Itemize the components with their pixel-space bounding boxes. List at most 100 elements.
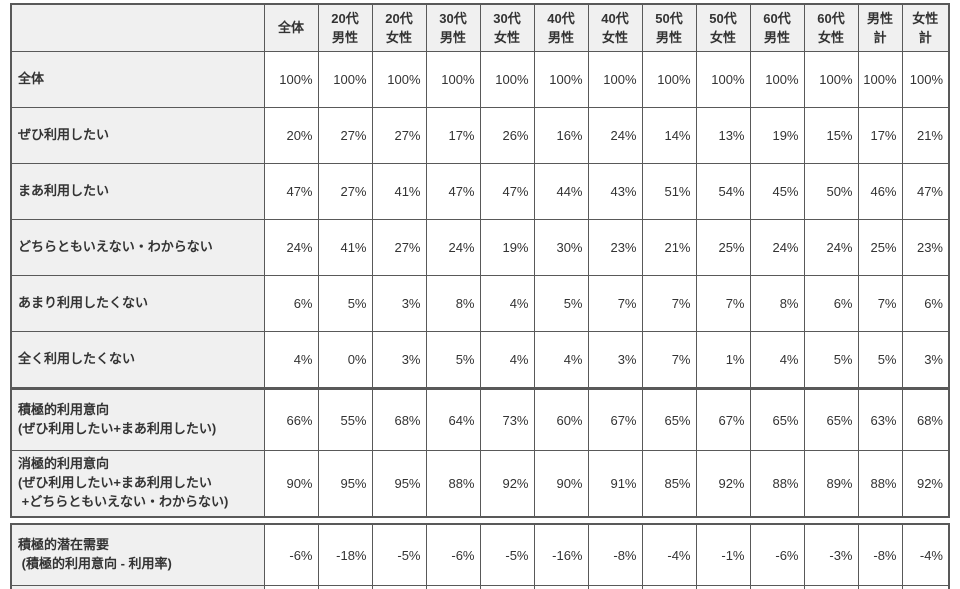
- data-cell: 25%: [695, 219, 751, 276]
- data-cell: 7%: [641, 331, 697, 389]
- data-cell: 3%: [371, 275, 427, 332]
- data-cell: 100%: [857, 51, 903, 108]
- data-cell: -4%: [901, 523, 950, 586]
- data-cell: 17%: [857, 107, 903, 164]
- column-header: 全体: [263, 3, 319, 52]
- data-cell: 21%: [641, 219, 697, 276]
- data-cell: 100%: [587, 51, 643, 108]
- data-cell: 100%: [641, 51, 697, 108]
- data-cell: -5%: [371, 523, 427, 586]
- data-cell: 7%: [641, 275, 697, 332]
- data-cell: 3%: [587, 331, 643, 389]
- data-cell: 13%: [695, 107, 751, 164]
- data-cell: 5%: [425, 331, 481, 389]
- survey-table-latent-demand: 積極的潜在需要 (積極的利用意向 - 利用率) -6% -18% -5% -6% -5% -…: [10, 523, 950, 589]
- data-cell: 88%: [749, 450, 805, 518]
- data-cell: 14%: [479, 585, 535, 589]
- data-cell: 23%: [317, 585, 373, 589]
- table-row: どちらともいえない・わからない 24% 41% 27% 24% 19% 30% 23% 21% 2…: [10, 219, 950, 276]
- data-cell: 60%: [533, 387, 589, 451]
- data-cell: 27%: [371, 219, 427, 276]
- data-cell: 17%: [425, 107, 481, 164]
- data-cell: 6%: [901, 275, 950, 332]
- data-cell: 47%: [263, 163, 319, 220]
- data-cell: 18%: [425, 585, 481, 589]
- row-label: 積極的利用意向 (ぜひ利用したい+まあ利用したい): [10, 387, 265, 451]
- data-cell: 88%: [425, 450, 481, 518]
- data-cell: 23%: [587, 219, 643, 276]
- data-cell: 7%: [587, 275, 643, 332]
- data-cell: -6%: [749, 523, 805, 586]
- data-cell: 41%: [317, 219, 373, 276]
- data-cell: 4%: [479, 331, 535, 389]
- data-cell: 92%: [479, 450, 535, 518]
- data-cell: 17%: [641, 585, 697, 589]
- data-cell: -5%: [479, 523, 535, 586]
- data-cell: 4%: [533, 331, 589, 389]
- corner-cell: [10, 3, 265, 52]
- survey-table-usage-intent: 全体 20代 男性 20代 女性 30代 男性 30代 女性 40代 男性 40代 女性 50…: [10, 3, 950, 518]
- data-cell: 47%: [901, 163, 950, 220]
- column-header: 50代 男性: [641, 3, 697, 52]
- data-cell: 100%: [371, 51, 427, 108]
- data-cell: -18%: [317, 523, 373, 586]
- data-cell: 68%: [371, 387, 427, 451]
- data-cell: 95%: [371, 450, 427, 518]
- data-cell: 24%: [749, 219, 805, 276]
- data-cell: 21%: [901, 107, 950, 164]
- data-cell: 100%: [803, 51, 859, 108]
- row-label: どちらともいえない・わからない: [10, 219, 265, 276]
- data-cell: 6%: [803, 275, 859, 332]
- column-header: 男性 計: [857, 3, 903, 52]
- data-cell: 92%: [901, 450, 950, 518]
- data-cell: 20%: [263, 107, 319, 164]
- data-cell: 19%: [901, 585, 950, 589]
- data-cell: 73%: [479, 387, 535, 451]
- data-cell: 63%: [857, 387, 903, 451]
- data-cell: 90%: [533, 450, 589, 518]
- data-cell: 68%: [901, 387, 950, 451]
- data-cell: 54%: [695, 163, 751, 220]
- data-cell: 4%: [749, 331, 805, 389]
- column-header: 30代 女性: [479, 3, 535, 52]
- data-cell: 65%: [749, 387, 805, 451]
- column-header: 50代 女性: [695, 3, 751, 52]
- data-cell: 24%: [695, 585, 751, 589]
- data-cell: 6%: [263, 275, 319, 332]
- data-cell: 95%: [317, 450, 373, 518]
- table-row: 消極的潜在需要 (消極的利用意向 - 利用率)18%23%22%18%14%14…: [10, 585, 950, 589]
- column-header: 20代 男性: [317, 3, 373, 52]
- data-cell: 4%: [479, 275, 535, 332]
- data-cell: 14%: [641, 107, 697, 164]
- table-row: ぜひ利用したい 20% 27% 27% 17% 26% 16% 24% 14% 13% 19% 15%…: [10, 107, 950, 164]
- data-cell: 19%: [479, 219, 535, 276]
- row-label: 消極的利用意向 (ぜひ利用したい+まあ利用したい +どちらともいえない・わからな…: [10, 450, 265, 518]
- row-label: 全く利用したくない: [10, 331, 265, 389]
- data-cell: 64%: [425, 387, 481, 451]
- data-cell: 23%: [901, 219, 950, 276]
- table-row: あまり利用したくない 6% 5% 3% 8% 4% 5% 7% 7% 7% 8% 6% 7% 6%: [10, 275, 950, 332]
- data-cell: 65%: [641, 387, 697, 451]
- data-cell: 5%: [857, 331, 903, 389]
- data-cell: 67%: [695, 387, 751, 451]
- table-row: まあ利用したい 47% 27% 41% 47% 47% 44% 43% 51% 54% 45% 50%…: [10, 163, 950, 220]
- data-cell: 3%: [371, 331, 427, 389]
- table-row: 全く利用したくない 4% 0% 3% 5% 4% 4% 3% 7% 1% 4% 5% 5% 3%: [10, 331, 950, 389]
- row-label: あまり利用したくない: [10, 275, 265, 332]
- data-cell: 100%: [533, 51, 589, 108]
- data-cell: 45%: [749, 163, 805, 220]
- data-cell: -6%: [263, 523, 319, 586]
- data-cell: -8%: [587, 523, 643, 586]
- data-cell: 100%: [317, 51, 373, 108]
- data-cell: 26%: [479, 107, 535, 164]
- column-header: 60代 女性: [803, 3, 859, 52]
- data-cell: 0%: [317, 331, 373, 389]
- column-header: 20代 女性: [371, 3, 427, 52]
- data-cell: 14%: [533, 585, 589, 589]
- data-cell: 3%: [901, 331, 950, 389]
- data-cell: 89%: [803, 450, 859, 518]
- data-cell: -4%: [641, 523, 697, 586]
- row-label: 積極的潜在需要 (積極的利用意向 - 利用率): [10, 523, 265, 586]
- table-row: 消極的利用意向 (ぜひ利用したい+まあ利用したい +どちらともいえない・わからな…: [10, 450, 950, 518]
